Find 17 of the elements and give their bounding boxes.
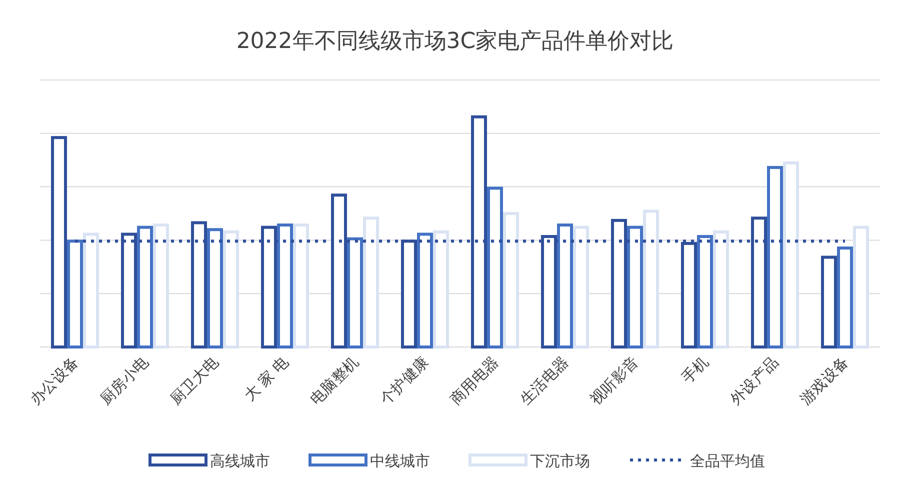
x-tick-label: 电脑整机 <box>306 353 362 408</box>
legend-label: 下沉市场 <box>530 452 590 470</box>
x-tick-label: 手机 <box>678 353 712 388</box>
x-tick-label: 外设产品 <box>726 353 782 408</box>
legend-label: 全品平均值 <box>690 452 765 470</box>
legend-label: 中线城市 <box>370 452 430 470</box>
x-tick-label: 商用电器 <box>446 353 502 408</box>
legend-label: 高线城市 <box>210 452 270 470</box>
x-tick-label: 视听影音 <box>586 353 642 408</box>
x-tick-label: 生活电器 <box>516 353 572 408</box>
x-tick-label: 厨卫大电 <box>166 353 222 408</box>
x-tick-label: 个护健康 <box>376 353 432 408</box>
x-tick-label: 厨房小电 <box>96 353 152 408</box>
x-tick-label: 游戏设备 <box>796 353 852 408</box>
x-tick-label: 办公设备 <box>26 353 82 408</box>
chart-title: 2022年不同线级市场3C家电产品件单价对比 <box>236 29 674 54</box>
x-tick-label: 大 家 电 <box>240 353 292 404</box>
